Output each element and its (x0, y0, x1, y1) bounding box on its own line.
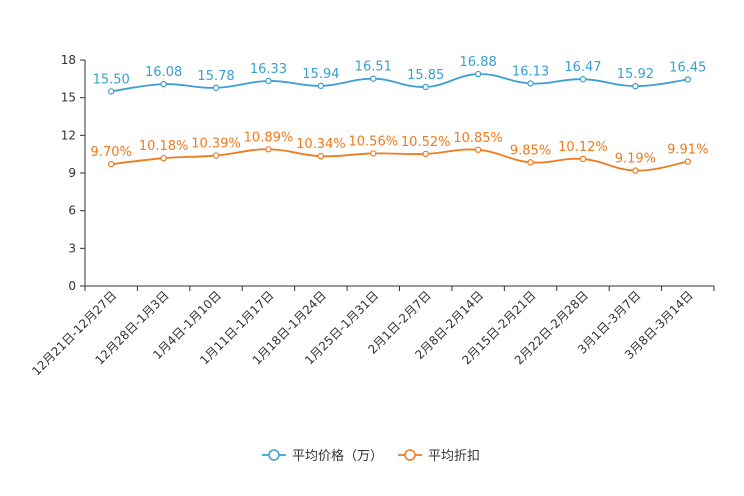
y-tick-label: 18 (61, 53, 76, 67)
data-label: 16.45 (669, 60, 706, 75)
series-avg-discount: 9.70% 10.18% 10.39% 10.89% 10.34% 10.56% 10.52… (91, 130, 708, 174)
data-label: 10.85% (453, 131, 503, 146)
data-label: 16.47 (564, 60, 601, 75)
legend-item-avg-discount[interactable]: 平均折扣 (398, 449, 480, 464)
series-line (111, 73, 688, 93)
data-label: 16.88 (460, 55, 497, 70)
data-point (422, 83, 429, 91)
data-label: 10.18% (139, 139, 189, 154)
y-tick-label: 15 (61, 91, 76, 105)
legend-marker-icon (404, 449, 416, 461)
data-label: 10.34% (296, 137, 346, 152)
data-point (160, 80, 167, 88)
data-label: 10.56% (349, 134, 399, 149)
y-tick-label: 12 (61, 128, 76, 142)
data-label: 16.08 (145, 65, 182, 80)
legend-label: 平均折扣 (428, 449, 480, 464)
data-point (422, 150, 429, 158)
data-label: 15.85 (407, 68, 444, 83)
y-tick-label: 9 (68, 166, 76, 180)
data-point (632, 167, 639, 174)
series-line (111, 148, 688, 172)
data-point (474, 146, 482, 153)
data-label: 10.39% (191, 137, 241, 152)
data-label: 16.33 (250, 62, 287, 77)
data-point (108, 161, 115, 168)
data-point (579, 76, 587, 83)
data-point (684, 76, 691, 83)
x-axis: 12月21日-12月27日12月28日-1月3日1月4日-1月10日1月11日-… (29, 285, 715, 378)
data-point (317, 152, 325, 160)
y-tick-label: 0 (68, 279, 76, 293)
data-label: 10.12% (558, 140, 608, 155)
data-point (265, 146, 272, 153)
series-avg-price: 15.50 16.08 15.78 16.33 15.94 16.51 15.85 16.88… (93, 55, 706, 95)
y-tick-label: 6 (68, 204, 76, 218)
data-point (212, 84, 220, 92)
legend-item-avg-price[interactable]: 平均价格（万） (262, 448, 383, 464)
data-point (160, 154, 167, 162)
y-axis: 0 3 6 9 12 15 18 (61, 53, 86, 293)
data-point (684, 158, 691, 165)
data-label: 9.91% (667, 143, 708, 158)
data-label: 9.19% (615, 152, 656, 167)
y-tick-label: 3 (68, 241, 76, 255)
data-point (632, 82, 639, 90)
legend[interactable]: 平均价格（万） 平均折扣 (262, 448, 480, 464)
series-layer: 15.50 16.08 15.78 16.33 15.94 16.51 15.85 16.88… (91, 55, 708, 174)
data-label: 9.70% (91, 145, 132, 160)
data-point (370, 75, 377, 82)
data-point (474, 70, 482, 78)
data-label: 15.78 (197, 69, 234, 84)
data-point (317, 82, 325, 90)
data-point (370, 150, 377, 157)
data-point (108, 88, 115, 95)
data-point (579, 155, 587, 163)
data-point (527, 80, 534, 87)
data-point (265, 77, 272, 85)
data-label: 10.52% (401, 135, 451, 150)
data-label: 15.92 (617, 67, 654, 82)
data-label: 15.50 (93, 72, 130, 87)
legend-label: 平均价格（万） (292, 448, 383, 464)
data-label: 16.51 (355, 60, 392, 75)
x-tick-label: 12月21日-12月27日 (29, 288, 119, 378)
data-point (527, 159, 534, 166)
legend-marker-icon (268, 449, 280, 461)
data-label: 15.94 (302, 67, 339, 82)
data-label: 9.85% (510, 143, 551, 158)
data-label: 16.13 (512, 64, 549, 79)
data-label: 10.89% (244, 130, 294, 145)
data-point (212, 152, 220, 159)
